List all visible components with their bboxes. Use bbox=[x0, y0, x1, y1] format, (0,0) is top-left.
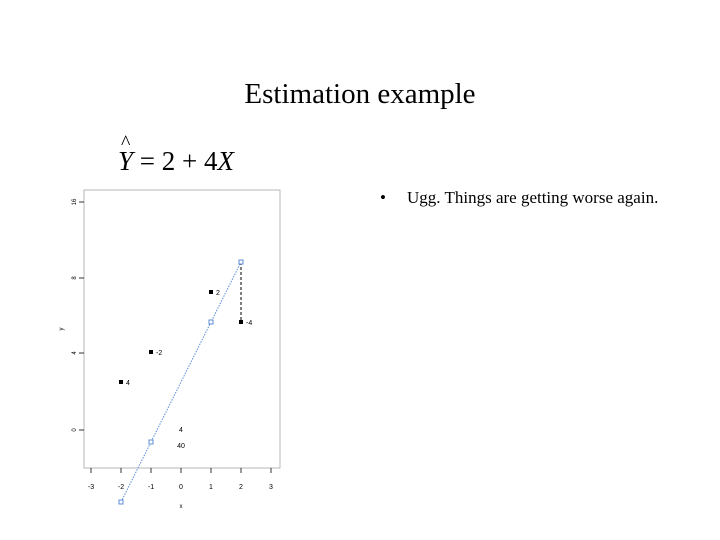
residual-label: 4 bbox=[126, 380, 130, 387]
plot-frame bbox=[83, 189, 281, 469]
observed-point bbox=[119, 380, 123, 384]
hat-accent: ^ bbox=[121, 132, 131, 154]
observed-point bbox=[149, 350, 153, 354]
y-tick-label: 16 bbox=[72, 198, 78, 205]
equation-rhs-var: X bbox=[217, 146, 235, 176]
x-axis-label: x bbox=[180, 504, 183, 510]
x-tick-label: 2 bbox=[239, 484, 243, 491]
x-tick-label: 1 bbox=[209, 484, 213, 491]
bullet-list: • Ugg. Things are getting worse again. bbox=[380, 187, 680, 208]
equation-lhs: Y bbox=[118, 146, 134, 176]
regression-equation: ^ Y = 2 + 4X bbox=[118, 132, 235, 177]
fitted-point bbox=[118, 499, 124, 505]
residual-label: 2 bbox=[216, 290, 220, 297]
bullet-text: Ugg. Things are getting worse again. bbox=[407, 188, 659, 207]
observed-point bbox=[209, 290, 213, 294]
slide-title: Estimation example bbox=[244, 78, 476, 110]
y-hat: ^ Y bbox=[118, 132, 134, 177]
x-tick-label: -2 bbox=[118, 484, 124, 491]
fitted-line bbox=[120, 261, 242, 503]
fitted-point bbox=[148, 439, 154, 445]
y-axis-label: y bbox=[59, 328, 65, 331]
residual-label: -4 bbox=[246, 320, 252, 327]
observed-point bbox=[239, 320, 243, 324]
y-tick-label: 4 bbox=[72, 351, 78, 355]
fitted-point bbox=[208, 319, 214, 325]
annotation-label: 40 bbox=[177, 443, 185, 450]
residual-label: -2 bbox=[156, 350, 162, 357]
fitted-point bbox=[238, 259, 244, 265]
x-tick-label: -3 bbox=[88, 484, 94, 491]
bullet-item: • Ugg. Things are getting worse again. bbox=[380, 187, 680, 208]
equation-middle: = 2 + 4 bbox=[133, 146, 218, 176]
x-tick-label: -1 bbox=[148, 484, 154, 491]
y-tick-label: 8 bbox=[72, 276, 78, 280]
x-tick-label: 3 bbox=[269, 484, 273, 491]
bullet-marker: • bbox=[380, 188, 386, 207]
x-tick-label: 0 bbox=[179, 484, 183, 491]
y-tick-label: 0 bbox=[72, 428, 78, 432]
annotation-label: 4 bbox=[179, 427, 183, 434]
